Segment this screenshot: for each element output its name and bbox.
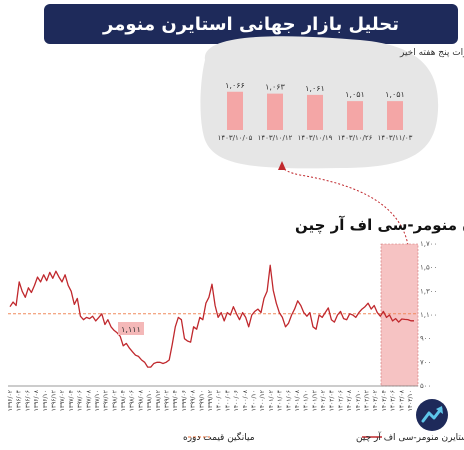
- x-tick-label: ۱۴۰۱/۰۲: [268, 390, 275, 411]
- inset-category-label: ۱۴۰۳/۱۰/۰۵: [218, 134, 253, 142]
- inset-bar: [307, 94, 323, 130]
- x-tick-label: ۱۴۰۲/۱۰: [355, 390, 362, 411]
- x-tick-label: ۱۳۹۶/۰۴: [16, 390, 23, 411]
- x-tick-label: ۱۳۹۷/۱۰: [94, 390, 101, 411]
- series-line-styrene-cfr-china: [9, 264, 414, 368]
- y-axis: ۱,۷۰۰ ۱,۵۰۰ ۱,۳۰۰ ۱,۱۰۰ ۹۰۰ ۷۰۰ ۵۰۰: [420, 240, 437, 390]
- x-tick-label: ۱۴۰۰/۰۴: [224, 390, 231, 411]
- x-tick-label: ۱۴۰۱/۱۲: [311, 390, 318, 411]
- x-tick-label: ۱۴۰۳/۰۴: [381, 390, 388, 411]
- x-tick-label: ۱۳۹۸/۱۲: [155, 390, 162, 411]
- x-tick-label: ۱۳۹۹/۰۸: [190, 389, 197, 411]
- x-tick-label: ۱۴۰۱/۰۶: [285, 390, 292, 411]
- x-tick-label: ۱۳۹۹/۱۲: [207, 390, 214, 411]
- x-tick-label: ۱۴۰۲/۰۶: [337, 390, 344, 411]
- x-tick-label: ۱۳۹۸/۰۸: [137, 389, 144, 411]
- x-tick-label: ۱۴۰۰/۰۶: [233, 390, 240, 411]
- recent-period-highlight: [380, 243, 419, 387]
- inset-category-label: ۱۴۰۳/۱۰/۱۹: [298, 134, 333, 142]
- inset-bar-value-label: ۱,۰۵۱: [345, 90, 365, 99]
- page-title-banner: تحلیل بازار جهانی استایرن منومر: [44, 4, 458, 44]
- legend: استایرن منومر-سی اف آر چین میانگین قیمت …: [183, 431, 464, 443]
- x-tick-label: ۱۳۹۸/۰۲: [111, 390, 118, 411]
- x-axis: ۱۳۹۶/۰۲ ۱۳۹۶/۰۴ ۱۳۹۶/۰۶ ۱۳۹۶/۰۸ ۱۳۹۶/۱۰ ۱۳۹۶/…: [7, 389, 414, 411]
- x-tick-label: ۱۴۰۲/۰۴: [329, 390, 336, 411]
- y-tick-label: ۱,۵۰۰: [420, 264, 437, 272]
- main-chart-title: استایرن منومر-سی اف آر چین: [295, 216, 464, 235]
- x-tick-label: ۱۴۰۳/۱۰: [407, 390, 414, 411]
- legend-series-label: استایرن منومر-سی اف آر چین: [356, 431, 464, 443]
- inset-category-label: ۱۴۰۳/۱۱/۰۳: [378, 134, 413, 142]
- inset-bar-value-label: ۱,۰۶۱: [305, 84, 325, 93]
- x-tick-label: ۱۳۹۷/۰۲: [59, 390, 66, 411]
- x-tick-label: ۱۴۰۲/۰۲: [320, 390, 327, 411]
- connector-arrow: [281, 165, 409, 246]
- inset-bar: [227, 91, 243, 130]
- y-tick-label: ۹۰۰: [420, 335, 431, 343]
- inset-category-label: ۱۴۰۳/۱۰/۱۲: [258, 134, 293, 142]
- inset-bar-value-label: ۱,۰۵۱: [385, 90, 405, 99]
- x-tick-label: ۱۴۰۰/۰۸: [242, 389, 249, 411]
- connector-arrowhead: [278, 161, 286, 170]
- brand-logo: [416, 399, 448, 431]
- y-tick-label: ۱,۳۰۰: [420, 287, 437, 295]
- x-tick-label: ۱۴۰۳/۰۲: [372, 390, 379, 411]
- x-tick-label: ۱۳۹۶/۰۸: [33, 389, 40, 411]
- page-title: تحلیل بازار جهانی استایرن منومر: [103, 13, 399, 35]
- inset-bar-value-label: ۱,۰۶۳: [265, 83, 285, 92]
- x-tick-label: ۱۴۰۲/۱۲: [364, 390, 371, 411]
- inset-bar-chart: ۱,۰۶۶ ۱۴۰۳/۱۰/۰۵ ۱,۰۶۳ ۱۴۰۳/۱۰/۱۲ ۱,۰۶۱ ۱۴۰۳/…: [218, 81, 413, 142]
- y-tick-label: ۱,۷۰۰: [420, 240, 437, 248]
- y-tick-label: ۵۰۰: [420, 382, 431, 390]
- average-annotation-box: [118, 322, 144, 335]
- x-tick-label: ۱۴۰۰/۱۲: [259, 390, 266, 411]
- x-tick-label: ۱۴۰۰/۱۰: [250, 390, 257, 411]
- inset-bar-value-label: ۱,۰۶۶: [225, 81, 245, 90]
- x-tick-label: ۱۴۰۳/۰۶: [390, 390, 397, 411]
- x-tick-label: ۱۳۹۸/۰۴: [120, 390, 127, 411]
- x-tick-label: ۱۴۰۰/۰۲: [216, 390, 223, 411]
- x-tick-label: ۱۴۰۲/۰۸: [346, 389, 353, 411]
- logo-zigzag: [421, 407, 443, 423]
- inset-chart-title: تغییرات پنج هفته اخیر: [399, 48, 464, 58]
- x-tick-label: ۱۳۹۸/۱۰: [146, 390, 153, 411]
- inset-category-label: ۱۴۰۳/۱۰/۲۶: [338, 134, 373, 142]
- y-tick-label: ۱,۱۰۰: [420, 311, 437, 319]
- x-tick-label: ۱۳۹۸/۰۶: [129, 390, 136, 411]
- x-tick-label: ۱۴۰۱/۰۸: [294, 389, 301, 411]
- x-tick-label: ۱۳۹۹/۱۰: [198, 390, 205, 411]
- x-tick-label: ۱۳۹۶/۱۰: [42, 390, 49, 411]
- x-tick-label: ۱۳۹۹/۰۴: [172, 390, 179, 411]
- x-tick-label: ۱۳۹۷/۰۶: [77, 390, 84, 411]
- x-tick-label: ۱۴۰۱/۰۴: [277, 390, 284, 411]
- y-tick-label: ۷۰۰: [420, 358, 431, 366]
- x-tick-label: ۱۴۰۳/۰۸: [398, 389, 405, 411]
- x-tick-label: ۱۳۹۹/۰۲: [164, 390, 171, 411]
- x-tick-label: ۱۳۹۹/۰۶: [181, 390, 188, 411]
- x-tick-label: ۱۳۹۷/۱۲: [103, 390, 110, 411]
- x-tick-label: ۱۳۹۶/۰۶: [24, 390, 31, 411]
- inset-bar: [387, 101, 403, 130]
- x-tick-label: ۱۳۹۷/۰۴: [68, 390, 75, 411]
- inset-bar: [347, 101, 363, 130]
- logo-arrowhead: [436, 406, 443, 414]
- x-tick-label: ۱۴۰۱/۱۰: [303, 390, 310, 411]
- x-tick-label: ۱۳۹۷/۰۸: [85, 389, 92, 411]
- inset-bar: [267, 93, 283, 130]
- x-tick-label: ۱۳۹۶/۱۲: [50, 390, 57, 411]
- legend-average-label: میانگین قیمت دوره: [183, 431, 255, 443]
- average-annotation-label: ۱,۱۱۱: [121, 325, 141, 334]
- x-tick-label: ۱۳۹۶/۰۲: [7, 390, 14, 411]
